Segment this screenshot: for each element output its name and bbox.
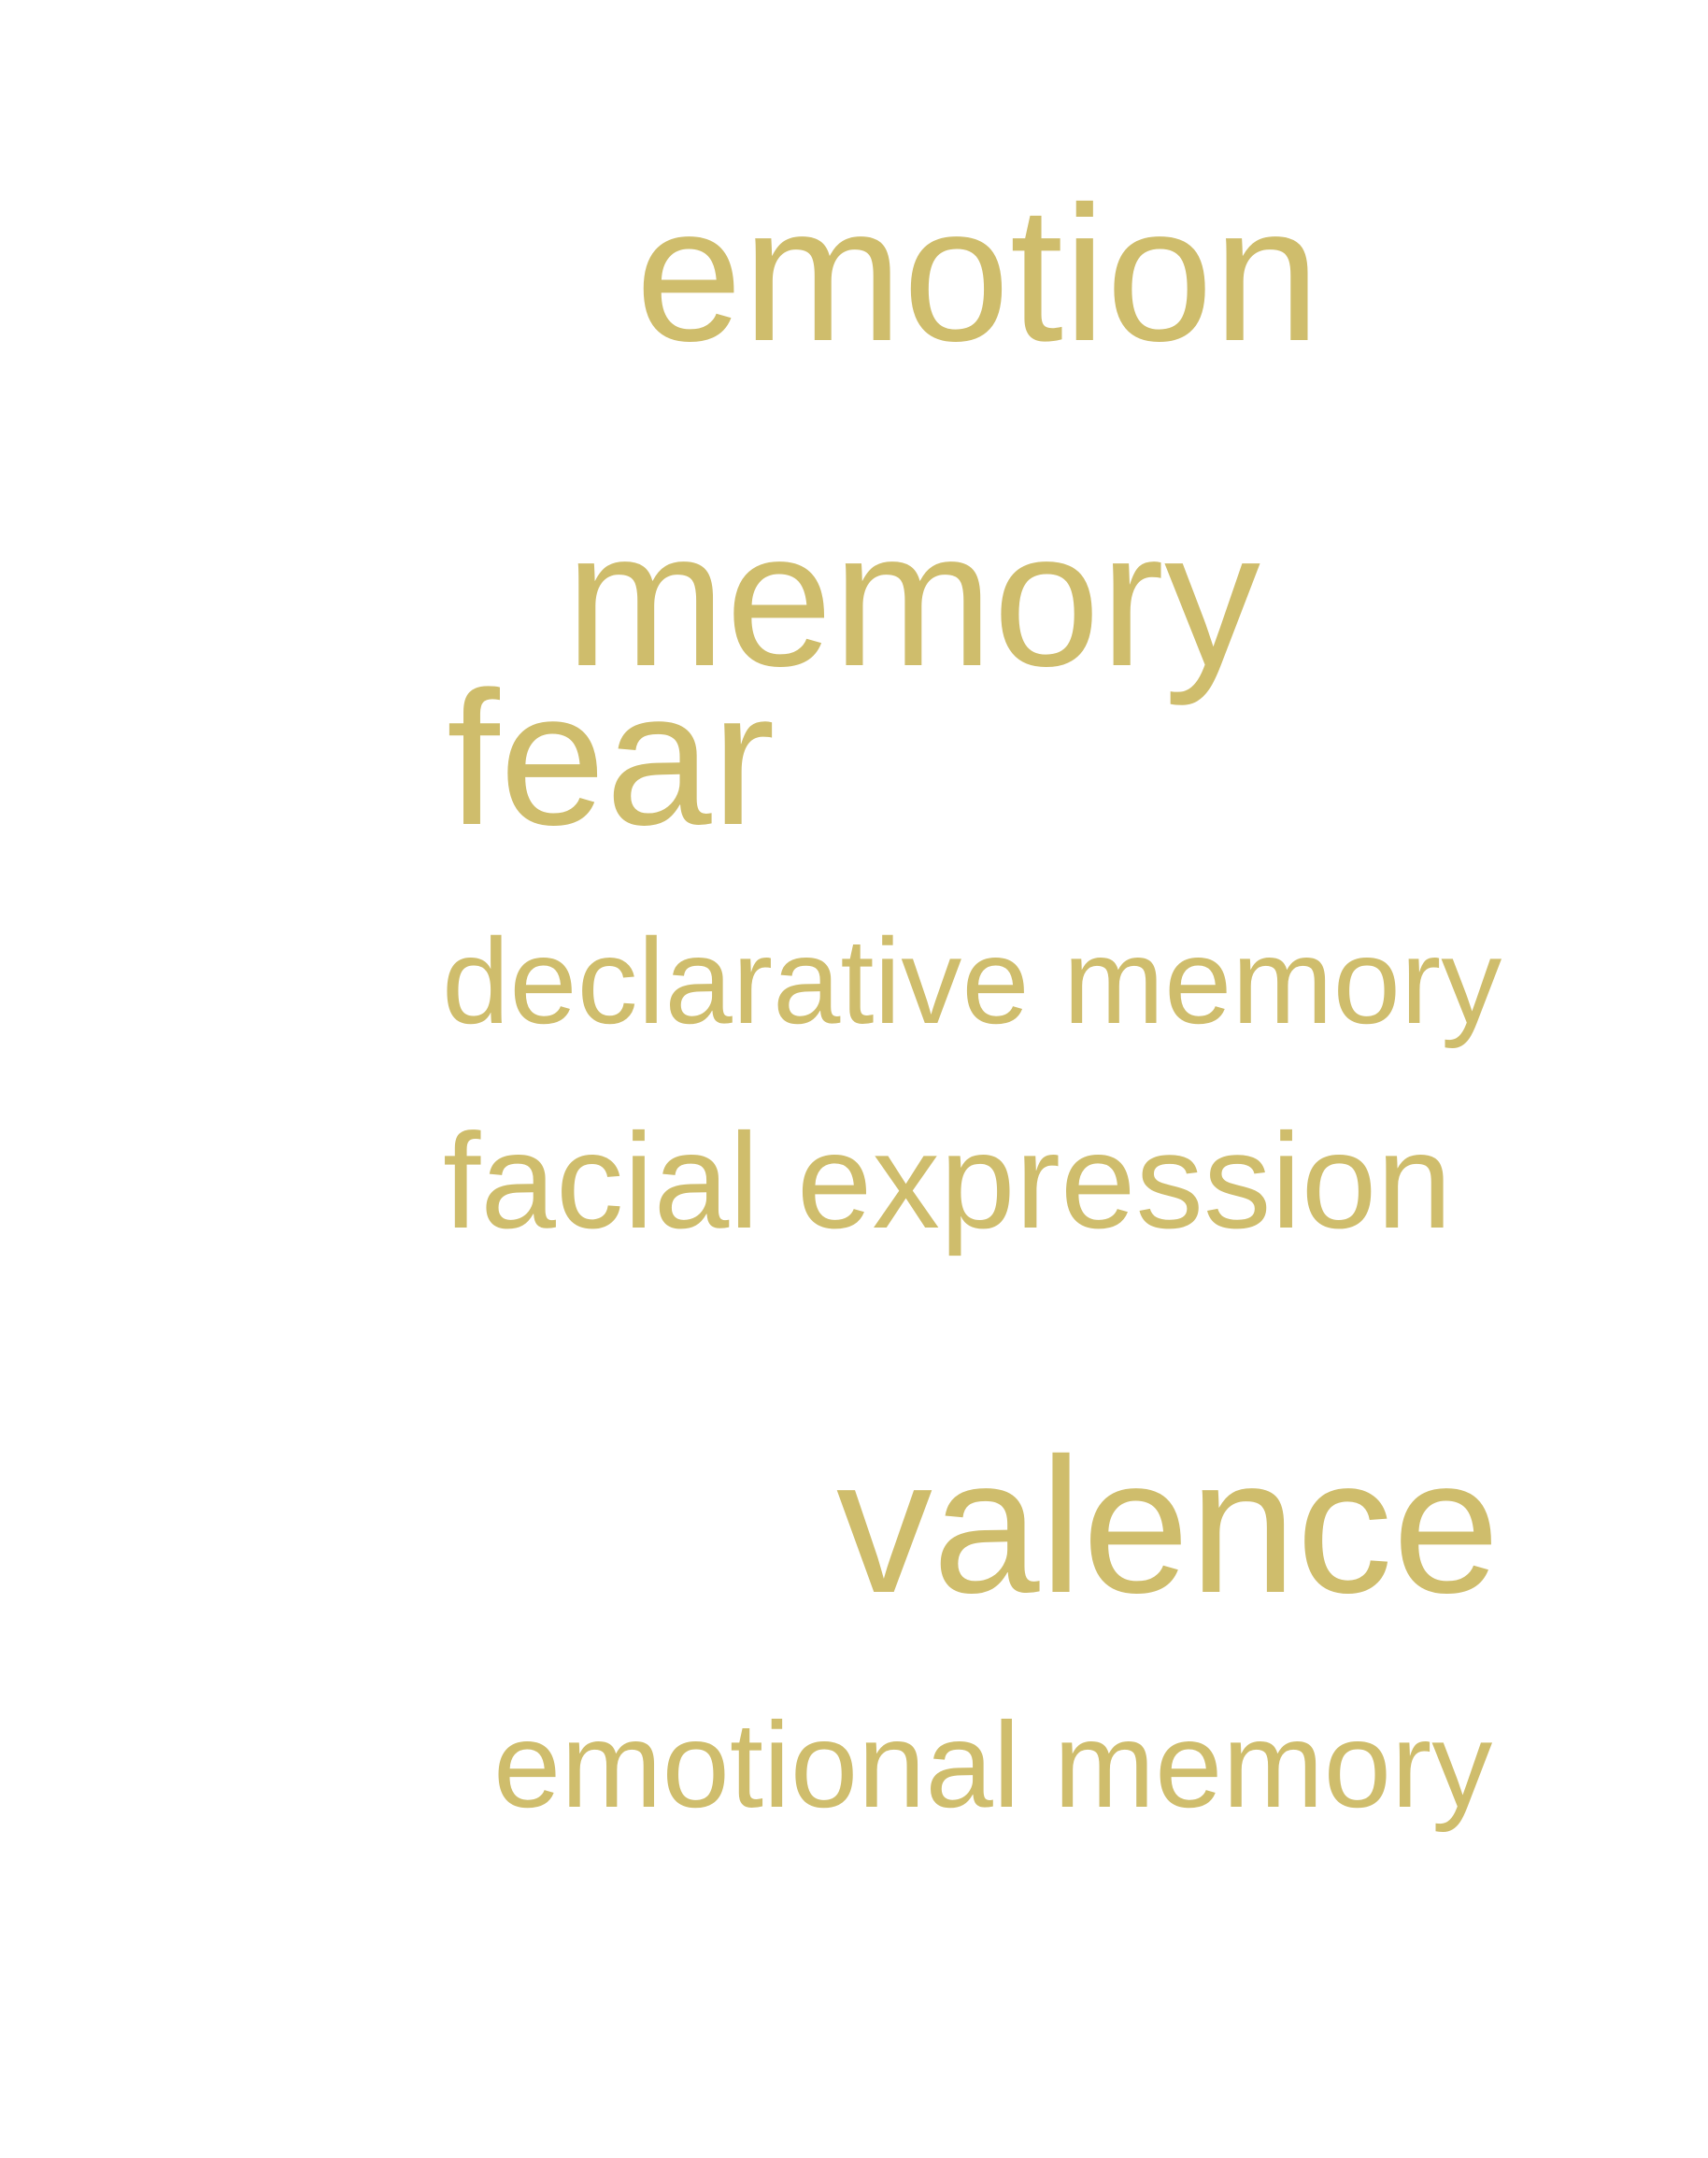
- word-memory: memory: [565, 491, 1260, 706]
- word-emotional-memory: emotional memory: [493, 1697, 1493, 1833]
- word-fear: fear: [447, 652, 776, 865]
- word-emotion: emotion: [635, 166, 1320, 381]
- word-valence: valence: [836, 1418, 1501, 1633]
- word-facial-expression: facial expression: [443, 1105, 1452, 1256]
- word-declarative-memory: declarative memory: [442, 913, 1502, 1049]
